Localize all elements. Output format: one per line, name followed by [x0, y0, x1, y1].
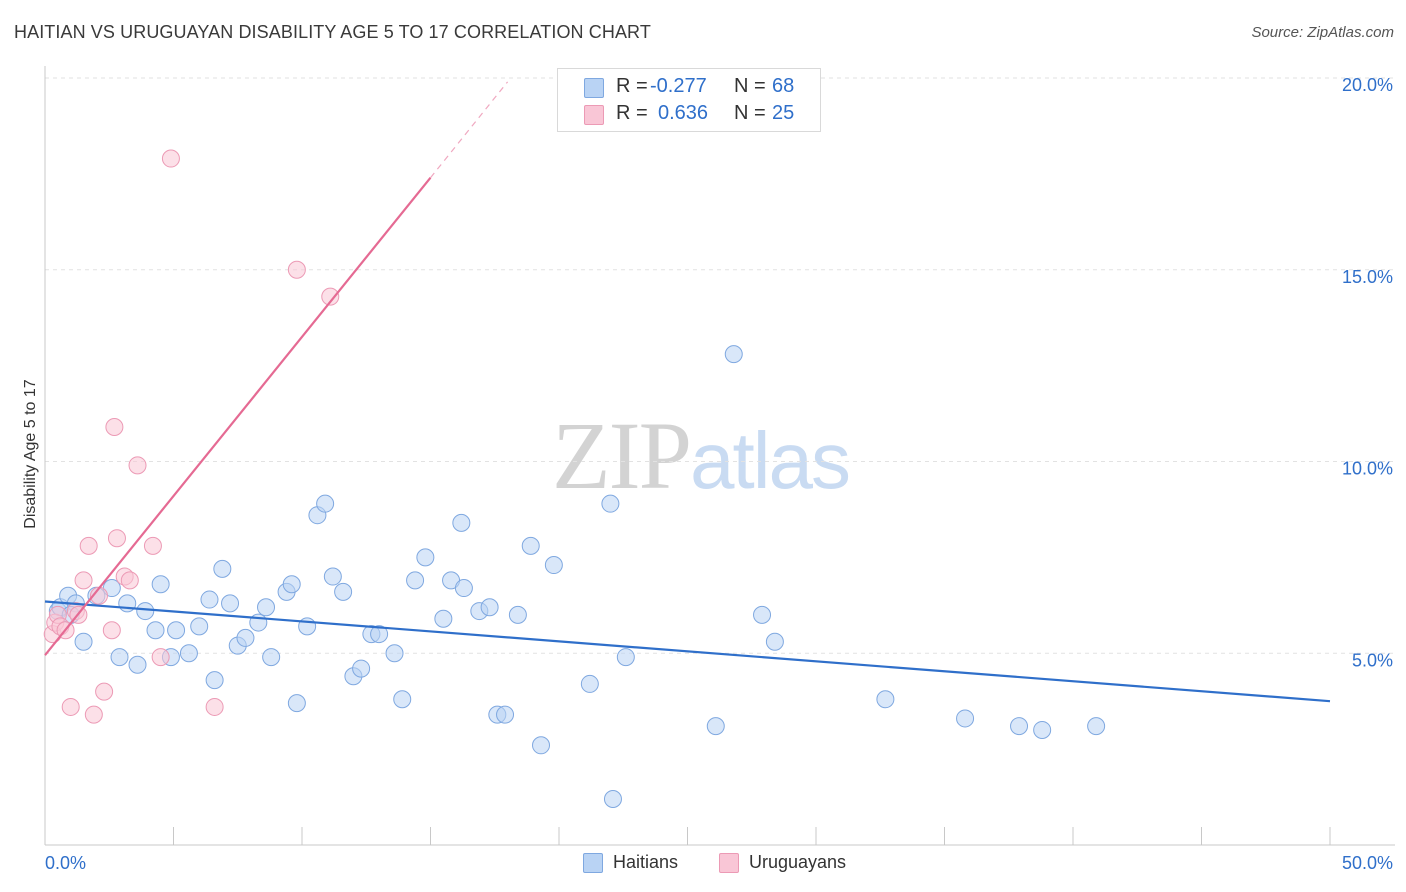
point-haitians: [262, 648, 281, 667]
watermark: ZIPatlas: [552, 400, 851, 511]
point-haitians: [616, 648, 635, 667]
point-haitians: [167, 621, 186, 640]
point-haitians: [190, 617, 209, 636]
point-haitians: [724, 345, 743, 364]
point-haitians: [352, 659, 371, 678]
stats-row-haitians: R = -0.277 N = 68: [558, 75, 820, 101]
point-haitians: [544, 556, 563, 575]
point-uruguayans: [61, 697, 80, 716]
point-haitians: [601, 494, 620, 513]
n-label: N =: [734, 102, 766, 124]
point-haitians: [765, 632, 784, 651]
point-uruguayans: [151, 648, 170, 667]
x-tick-label: 0.0%: [45, 853, 86, 873]
point-haitians: [753, 605, 772, 624]
n-label: N =: [734, 75, 766, 97]
watermark-atlas: atlas: [690, 416, 851, 505]
r-value: -0.277: [650, 75, 707, 97]
point-haitians: [136, 602, 155, 621]
point-haitians: [213, 559, 232, 578]
point-haitians: [416, 548, 435, 567]
legend-swatch-haitians: [583, 853, 603, 873]
point-haitians: [1087, 717, 1106, 736]
point-haitians: [323, 567, 342, 586]
point-haitians: [406, 571, 425, 590]
point-haitians: [393, 690, 412, 709]
point-haitians: [236, 628, 255, 647]
point-haitians: [706, 717, 725, 736]
y-tick-label: 20.0%: [1342, 75, 1393, 95]
point-haitians: [257, 598, 276, 617]
stats-row-uruguayans: R = 0.636 N = 25: [558, 102, 820, 128]
r-label: R =: [616, 102, 648, 124]
point-haitians: [370, 625, 389, 644]
n-value: 68: [772, 75, 795, 97]
watermark-zip: ZIP: [552, 402, 692, 509]
point-uruguayans: [79, 536, 98, 555]
point-haitians: [316, 494, 335, 513]
point-haitians: [876, 690, 895, 709]
r-label: R =: [616, 75, 648, 97]
point-haitians: [532, 736, 551, 755]
point-uruguayans: [120, 571, 139, 590]
chart-title: HAITIAN VS URUGUAYAN DISABILITY AGE 5 TO…: [14, 22, 651, 42]
point-haitians: [1010, 717, 1029, 736]
y-axis-label: Disability Age 5 to 17: [22, 379, 39, 529]
point-haitians: [221, 594, 240, 613]
point-haitians: [480, 598, 499, 617]
legend-label-haitians: Haitians: [613, 852, 679, 872]
point-uruguayans: [287, 260, 306, 279]
point-haitians: [434, 609, 453, 628]
source-label: Source: ZipAtlas.com: [1251, 24, 1394, 41]
y-tick-label: 10.0%: [1342, 459, 1393, 479]
point-uruguayans: [74, 571, 93, 590]
point-uruguayans: [95, 682, 114, 701]
trendline-extension-uruguayans: [430, 81, 509, 179]
point-uruguayans: [321, 287, 340, 306]
point-haitians: [282, 575, 301, 594]
stats-box: R = -0.277 N = 68 R = 0.636 N = 25: [557, 68, 821, 132]
point-uruguayans: [143, 536, 162, 555]
point-uruguayans: [84, 705, 103, 724]
point-haitians: [580, 674, 599, 693]
point-uruguayans: [205, 697, 224, 716]
x-tick-label: 50.0%: [1342, 853, 1393, 873]
stats-swatch-haitians: [584, 78, 604, 98]
point-haitians: [151, 575, 170, 594]
point-haitians: [1033, 720, 1052, 739]
point-haitians: [205, 671, 224, 690]
point-haitians: [521, 536, 540, 555]
point-haitians: [454, 579, 473, 598]
legend-swatch-uruguayans: [719, 853, 739, 873]
point-uruguayans: [161, 149, 180, 168]
point-uruguayans: [128, 456, 147, 475]
point-haitians: [110, 648, 129, 667]
legend: Haitians Uruguayans: [0, 852, 1406, 878]
legend-label-uruguayans: Uruguayans: [749, 852, 847, 872]
y-tick-label: 15.0%: [1342, 267, 1393, 287]
point-haitians: [128, 655, 147, 674]
point-haitians: [287, 694, 306, 713]
point-haitians: [74, 632, 93, 651]
point-uruguayans: [102, 621, 121, 640]
point-uruguayans: [107, 529, 126, 548]
y-tick-label: 5.0%: [1352, 650, 1393, 670]
point-haitians: [385, 644, 404, 663]
point-haitians: [334, 582, 353, 601]
point-haitians: [603, 789, 622, 808]
point-haitians: [200, 590, 219, 609]
trendline-uruguayans: [44, 177, 432, 656]
point-haitians: [452, 513, 471, 532]
point-haitians: [146, 621, 165, 640]
stats-swatch-uruguayans: [584, 105, 604, 125]
point-haitians: [508, 605, 527, 624]
n-value: 25: [772, 102, 795, 124]
trendline-haitians: [44, 600, 1331, 703]
point-haitians: [179, 644, 198, 663]
point-uruguayans: [105, 417, 124, 436]
point-haitians: [496, 705, 515, 724]
r-value: 0.636: [658, 102, 709, 124]
point-haitians: [956, 709, 975, 728]
